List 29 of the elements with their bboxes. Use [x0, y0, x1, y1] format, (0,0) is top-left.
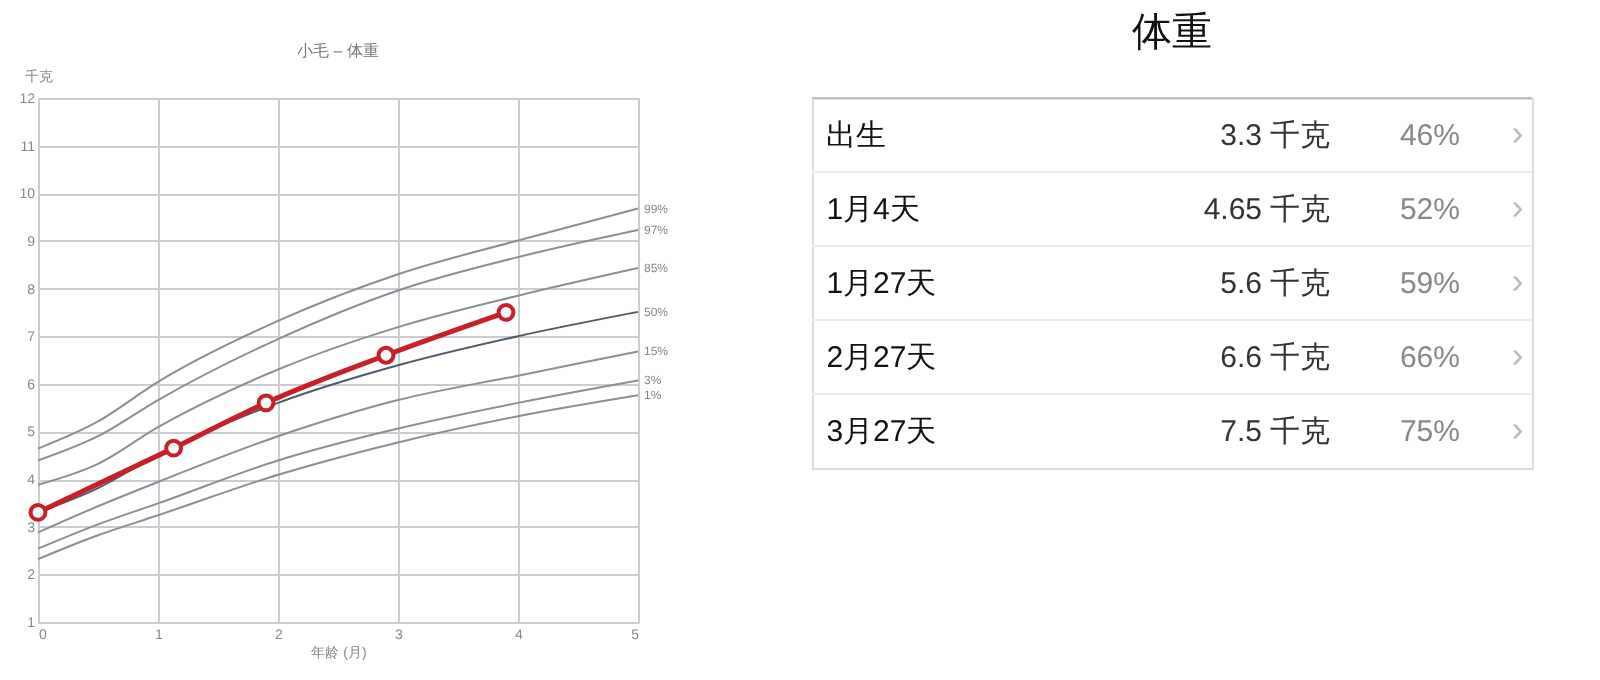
line-series	[37, 267, 639, 486]
point	[376, 345, 396, 365]
text: 75%	[1399, 415, 1460, 449]
text: 体重	[1132, 11, 1212, 55]
text: ›	[1511, 409, 1524, 449]
text: ›	[1511, 113, 1524, 153]
text: 66%	[1399, 341, 1460, 375]
text: 52%	[1399, 193, 1460, 227]
text: 59%	[1399, 267, 1460, 301]
text: 出生	[826, 119, 887, 153]
chart-title: 小毛 – 体重	[297, 42, 379, 60]
text: ›	[1511, 187, 1524, 227]
text: 2月27天	[826, 341, 937, 375]
text: ›	[1511, 261, 1524, 301]
text: 1月27天	[826, 267, 937, 301]
point	[256, 393, 276, 413]
text: 7.5 千克	[1220, 415, 1331, 449]
text: 6.6 千克	[1220, 341, 1331, 375]
line-series	[37, 350, 639, 534]
text: 3.3 千克	[1220, 119, 1331, 153]
text: 5.6 千克	[1220, 267, 1331, 301]
text: 1月4天	[826, 193, 920, 227]
text: 3月27天	[826, 415, 937, 449]
point	[28, 503, 48, 522]
text: 46%	[1399, 119, 1460, 153]
point	[164, 438, 184, 458]
text: 4.65 千克	[1203, 193, 1331, 227]
text: ›	[1511, 335, 1524, 375]
point	[496, 302, 516, 322]
